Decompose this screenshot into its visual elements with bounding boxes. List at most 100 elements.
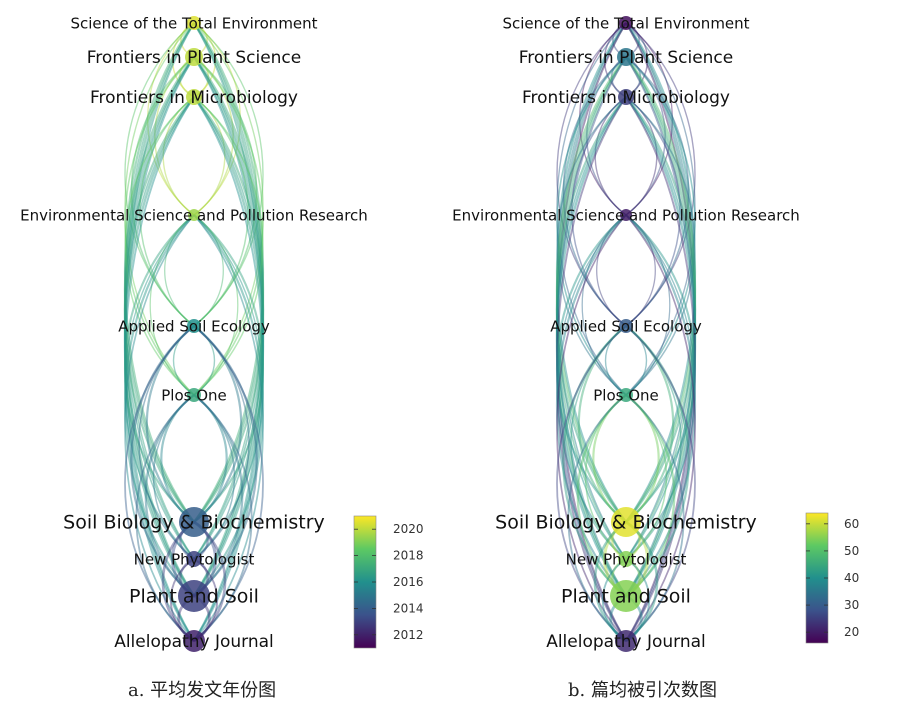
journal-label: Allelopathy Journal bbox=[114, 632, 274, 652]
journal-node[interactable] bbox=[179, 507, 209, 537]
link-arc bbox=[139, 96, 195, 327]
node-layer bbox=[178, 16, 210, 652]
link-arc bbox=[193, 520, 227, 643]
journal-node[interactable] bbox=[187, 16, 201, 30]
journal-node[interactable] bbox=[617, 48, 635, 66]
link-arc bbox=[123, 56, 196, 597]
link-arc bbox=[164, 214, 195, 327]
link-arc bbox=[193, 214, 265, 597]
journal-node[interactable] bbox=[178, 580, 210, 612]
link-arc bbox=[625, 96, 696, 560]
link-arc bbox=[604, 325, 627, 396]
link-arc bbox=[556, 96, 627, 560]
link-arc bbox=[625, 214, 697, 523]
link-arc bbox=[123, 96, 195, 597]
link-arc bbox=[193, 56, 265, 523]
link-arc bbox=[123, 214, 195, 523]
link-arc bbox=[152, 394, 195, 560]
link-arc bbox=[625, 214, 696, 560]
link-arc bbox=[625, 56, 696, 560]
link-arc bbox=[193, 325, 216, 396]
link-arc bbox=[625, 96, 697, 523]
link-arc bbox=[594, 96, 627, 216]
journal-node[interactable] bbox=[611, 507, 641, 537]
link-arc bbox=[625, 56, 690, 327]
link-arc bbox=[625, 56, 696, 642]
link-arc bbox=[577, 325, 627, 523]
journal-label: Plos One bbox=[161, 386, 227, 404]
link-arc bbox=[603, 22, 627, 98]
colorbar-tick-label: 2018 bbox=[393, 549, 424, 563]
journal-node[interactable] bbox=[618, 551, 634, 567]
journal-node[interactable] bbox=[610, 580, 642, 612]
link-arc bbox=[193, 96, 265, 523]
link-arc bbox=[556, 96, 627, 396]
journal-label: Environmental Science and Pollution Rese… bbox=[20, 206, 368, 224]
link-arc bbox=[625, 214, 656, 327]
journal-node[interactable] bbox=[618, 89, 634, 105]
colorbar-tick-label: 20 bbox=[844, 625, 859, 639]
link-arc bbox=[160, 394, 195, 523]
journal-node[interactable] bbox=[615, 630, 637, 652]
link-arc bbox=[193, 325, 258, 597]
journal-node[interactable] bbox=[620, 209, 632, 221]
journal-node[interactable] bbox=[187, 388, 201, 402]
link-arc bbox=[124, 22, 195, 396]
link-arc bbox=[154, 56, 195, 216]
link-arc bbox=[193, 558, 218, 642]
link-arc bbox=[124, 56, 195, 396]
journal-node[interactable] bbox=[183, 630, 205, 652]
link-arc bbox=[147, 22, 195, 216]
link-arc bbox=[556, 96, 627, 642]
link-arc bbox=[556, 56, 627, 396]
link-arc bbox=[193, 56, 264, 642]
journal-node[interactable] bbox=[186, 551, 202, 567]
colorbar-tick-label: 60 bbox=[844, 517, 859, 531]
link-arc bbox=[193, 325, 264, 642]
link-arc bbox=[556, 22, 627, 560]
link-layer bbox=[123, 22, 265, 643]
link-arc bbox=[555, 214, 627, 597]
link-arc bbox=[124, 56, 195, 560]
link-arc bbox=[625, 22, 697, 597]
link-arc bbox=[593, 520, 627, 643]
link-arc bbox=[556, 56, 627, 642]
link-arc bbox=[135, 394, 195, 642]
journal-node[interactable] bbox=[619, 319, 633, 333]
link-arc bbox=[124, 96, 195, 642]
journal-node[interactable] bbox=[187, 319, 201, 333]
link-arc bbox=[555, 96, 627, 523]
link-arc bbox=[576, 394, 627, 597]
link-arc bbox=[625, 22, 697, 523]
link-arc bbox=[567, 394, 627, 642]
journal-node[interactable] bbox=[186, 89, 202, 105]
link-arc bbox=[172, 325, 195, 396]
link-arc bbox=[555, 56, 627, 523]
journal-node[interactable] bbox=[619, 388, 633, 402]
link-arc bbox=[625, 520, 659, 643]
colorbar-citations: 60 50 40 30 20 bbox=[805, 512, 859, 644]
link-arc bbox=[130, 325, 195, 597]
journal-node[interactable] bbox=[619, 16, 633, 30]
link-arc bbox=[555, 22, 627, 523]
journal-node[interactable] bbox=[185, 48, 203, 66]
link-arc bbox=[193, 325, 243, 523]
journal-label: Applied Soil Ecology bbox=[550, 317, 702, 335]
link-arc bbox=[124, 22, 195, 560]
link-arc bbox=[193, 22, 217, 98]
link-arc bbox=[625, 96, 696, 396]
caption-panel-b: b. 篇均被引次数图 bbox=[568, 680, 717, 701]
link-arc bbox=[162, 96, 195, 216]
link-arc bbox=[145, 325, 195, 523]
link-arc bbox=[124, 22, 195, 327]
journal-node[interactable] bbox=[188, 209, 200, 221]
colorbar-tick-label: 30 bbox=[844, 598, 859, 612]
link-arc bbox=[625, 394, 660, 523]
link-arc bbox=[625, 22, 696, 560]
link-arc bbox=[625, 22, 649, 98]
link-arc bbox=[193, 56, 264, 560]
caption-panel-a: a. 平均发文年份图 bbox=[128, 680, 277, 701]
journal-label: Frontiers in Microbiology bbox=[90, 88, 298, 108]
journal-label: Environmental Science and Pollution Rese… bbox=[452, 206, 800, 224]
link-arc bbox=[586, 56, 627, 216]
